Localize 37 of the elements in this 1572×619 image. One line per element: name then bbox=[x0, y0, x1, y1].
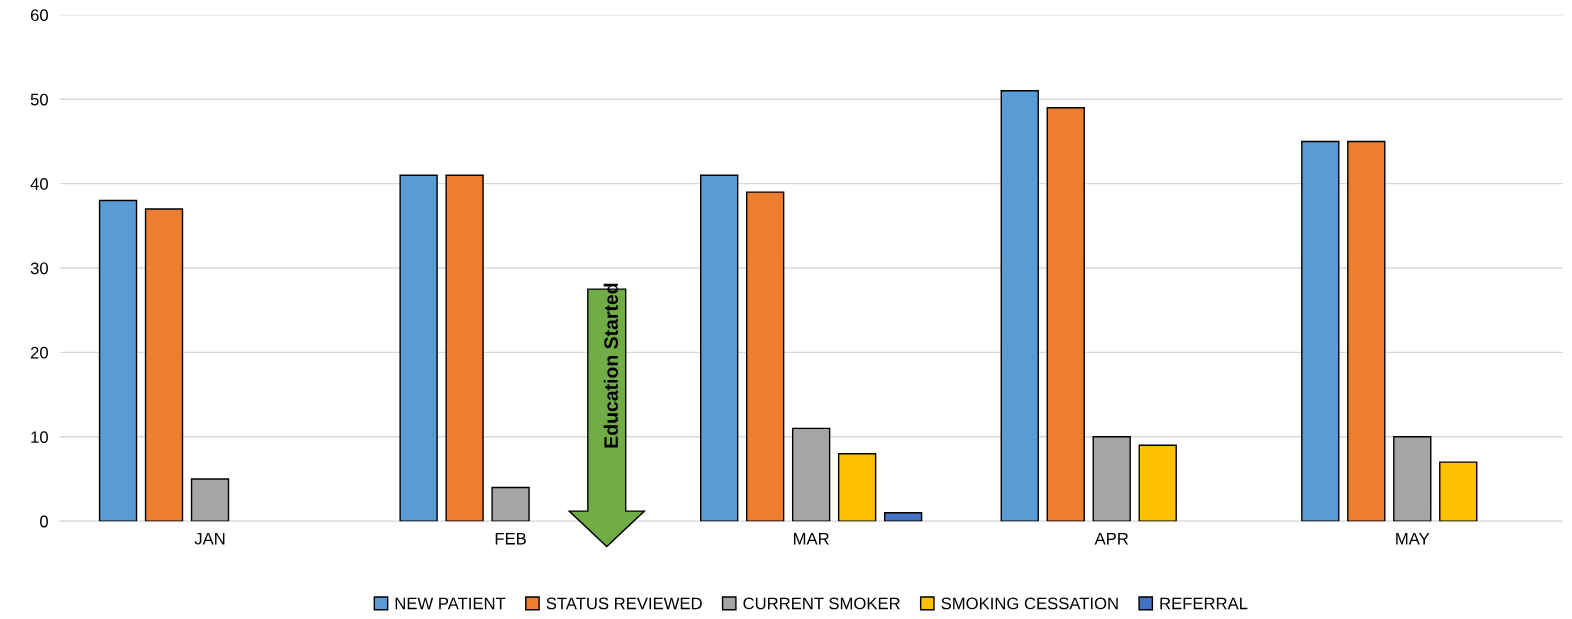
bar bbox=[1138, 444, 1177, 522]
y-tick-label: 0 bbox=[40, 515, 48, 528]
legend-label: SMOKING CESSATION bbox=[941, 597, 1118, 610]
legend-label: CURRENT SMOKER bbox=[743, 597, 900, 610]
bar bbox=[445, 174, 484, 522]
y-tick-label: 20 bbox=[30, 346, 48, 359]
y-tick-label: 40 bbox=[30, 178, 48, 190]
y-tick-label: 50 bbox=[30, 93, 48, 106]
bar bbox=[1347, 140, 1386, 522]
x-tick-label: FEB bbox=[495, 532, 526, 545]
annotation: Education Started bbox=[603, 283, 618, 448]
legend-label: STATUS REVIEWED bbox=[546, 597, 702, 610]
bar bbox=[837, 452, 877, 522]
y-tick-label: 10 bbox=[31, 431, 48, 444]
x-tick-label: JAN bbox=[194, 532, 225, 545]
bar bbox=[1046, 106, 1085, 522]
bar bbox=[491, 486, 530, 522]
y-tick-label: 30 bbox=[30, 262, 48, 275]
legend-label: NEW PATIENT bbox=[395, 597, 506, 610]
bar bbox=[98, 199, 138, 522]
x-tick-label: MAR bbox=[794, 532, 829, 545]
bar bbox=[883, 512, 923, 522]
bar bbox=[1439, 461, 1478, 522]
x-tick-label: MAY bbox=[1396, 532, 1430, 545]
bar bbox=[1301, 140, 1340, 522]
bar bbox=[399, 174, 438, 522]
bar bbox=[144, 208, 184, 522]
bar bbox=[190, 478, 230, 522]
bar bbox=[699, 174, 739, 522]
legend-label: REFERRAL bbox=[1160, 597, 1248, 610]
x-tick-label: APR bbox=[1094, 532, 1129, 545]
y-tick-label: 60 bbox=[30, 9, 48, 22]
bar bbox=[1393, 436, 1432, 522]
bar bbox=[791, 427, 831, 522]
bar bbox=[745, 191, 785, 522]
bar bbox=[1000, 90, 1039, 522]
bar bbox=[1092, 436, 1131, 522]
